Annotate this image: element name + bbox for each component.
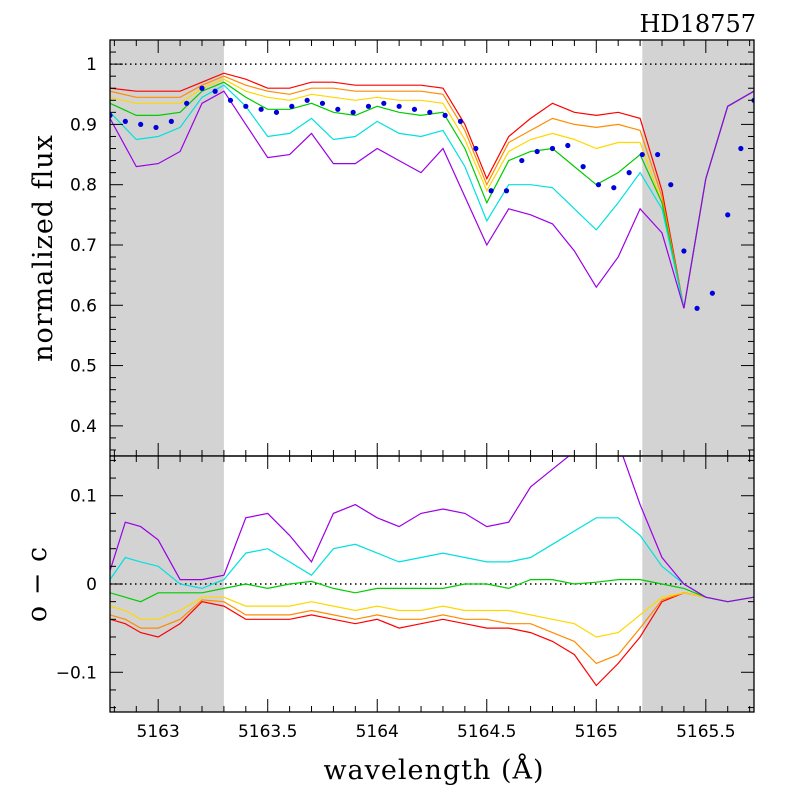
observed-point xyxy=(503,188,510,194)
y-tick-label: 0.5 xyxy=(70,357,97,377)
masked-region xyxy=(110,456,224,712)
y-tick-label: 0.9 xyxy=(70,115,97,135)
observed-point xyxy=(319,100,326,106)
observed-point xyxy=(153,124,159,131)
observed-point xyxy=(199,85,205,91)
masked-region xyxy=(642,40,754,456)
observed-point xyxy=(611,185,617,191)
observed-point xyxy=(243,103,249,109)
flux-axis-label: normalized flux xyxy=(28,134,59,362)
model-series-line xyxy=(110,75,754,309)
observed-point xyxy=(709,290,715,296)
observed-point xyxy=(725,212,731,218)
x-tick-label: 5163 xyxy=(137,722,180,742)
observed-point xyxy=(639,151,645,158)
observed-point xyxy=(442,112,448,118)
model-series-line xyxy=(110,517,754,603)
y-tick-label: 0.1 xyxy=(70,487,97,507)
model-series-line xyxy=(110,592,754,687)
x-axis-label: wavelength (Å) xyxy=(323,753,544,786)
y-tick-label: 0.8 xyxy=(70,176,97,196)
model-series-line xyxy=(110,81,754,309)
observed-point xyxy=(580,164,586,170)
observed-point xyxy=(565,142,571,149)
plot-area xyxy=(110,456,754,712)
x-tick-label: 5165 xyxy=(575,722,618,742)
masked-region xyxy=(110,40,224,456)
observed-point xyxy=(122,118,128,124)
observed-point xyxy=(168,118,174,124)
observed-point xyxy=(212,88,218,94)
model-series-line xyxy=(110,456,754,603)
x-tick-label: 5164 xyxy=(356,722,399,742)
x-tick-label: 5164.5 xyxy=(457,722,516,742)
observed-point xyxy=(668,182,674,188)
model-series-line xyxy=(110,592,754,638)
model-series-line xyxy=(110,72,754,309)
observed-point xyxy=(473,145,479,152)
observed-point xyxy=(365,103,372,109)
observed-point xyxy=(694,305,700,311)
observed-point xyxy=(738,145,744,152)
observed-point xyxy=(411,106,418,112)
observed-point xyxy=(258,106,264,112)
observed-point xyxy=(457,118,464,124)
y-tick-label: 0.4 xyxy=(70,417,97,437)
observed-point xyxy=(681,248,687,254)
observed-point xyxy=(227,97,234,103)
observed-point xyxy=(138,121,144,128)
observed-point xyxy=(549,145,556,152)
observed-point xyxy=(335,106,341,112)
model-series-line xyxy=(110,84,754,309)
model-series-line xyxy=(110,592,754,665)
observed-point xyxy=(304,97,310,103)
observed-point xyxy=(427,109,433,115)
flux-panel: normalized flux 0.4 0.5 0.6 0.7 0.8 0.9 1 xyxy=(28,39,755,457)
y-tick-label: 1 xyxy=(86,55,97,75)
model-series-line xyxy=(110,90,754,309)
chart-title: HD18757 xyxy=(639,10,756,38)
observed-point xyxy=(626,170,632,176)
observed-point xyxy=(289,103,295,109)
observed-point xyxy=(350,109,356,115)
observed-point xyxy=(534,148,540,155)
observed-point xyxy=(488,188,494,194)
residual-panel: o − c −0.1 0 0.1 5163 5163.5 5164 5164.5 5165 51… xyxy=(22,455,755,742)
observed-point xyxy=(273,109,280,115)
x-tick-label: 5165.5 xyxy=(676,722,735,742)
observed-point xyxy=(396,103,402,109)
model-series-line xyxy=(110,578,754,603)
y-tick-label: 0 xyxy=(86,575,97,595)
y-tick-label: 0.7 xyxy=(70,236,97,256)
observed-point xyxy=(655,151,661,158)
y-tick-label: −0.1 xyxy=(56,663,97,683)
plot-area xyxy=(110,40,754,456)
observed-point xyxy=(381,100,387,106)
residual-axis-label: o − c xyxy=(22,546,53,622)
observed-point xyxy=(519,157,525,164)
x-tick-label: 5163.5 xyxy=(238,722,297,742)
observed-point xyxy=(184,100,190,106)
y-tick-label: 0.6 xyxy=(70,296,97,316)
observed-point xyxy=(595,182,602,188)
